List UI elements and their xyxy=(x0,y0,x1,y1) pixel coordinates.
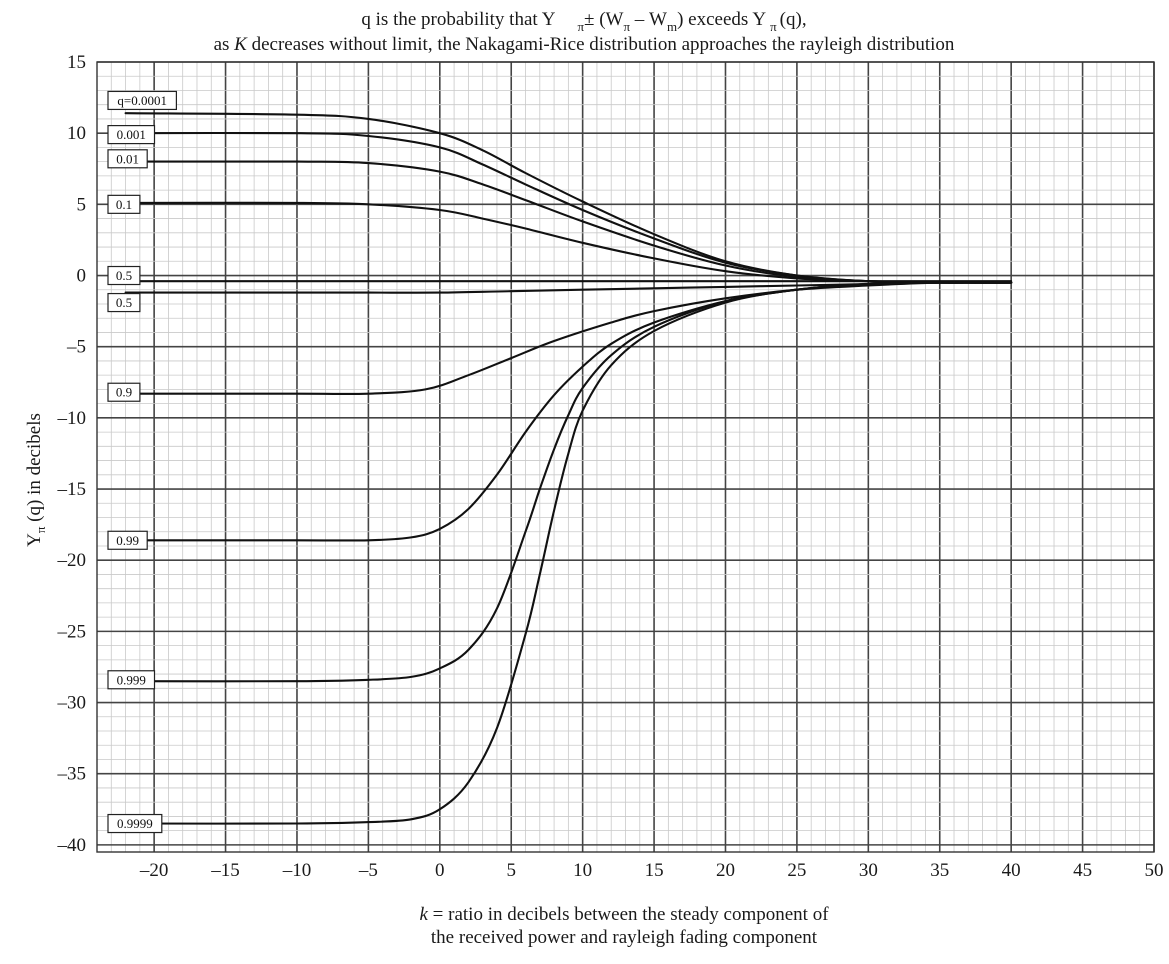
x-tick-label: 30 xyxy=(859,860,878,881)
curve-label: q=0.0001 xyxy=(117,93,167,108)
title-prefix: q is the probability that Y xyxy=(361,9,555,30)
curve-label-box xyxy=(107,124,156,145)
title-sub-2: π xyxy=(623,19,630,34)
x-tick-label: 50 xyxy=(1145,860,1164,881)
x-tick-label: –10 xyxy=(282,860,312,881)
title-sub-4: π xyxy=(770,19,777,34)
xlabel-line-1: k = ratio in decibels between the steady… xyxy=(419,904,829,925)
x-tick-label: 5 xyxy=(506,860,516,881)
plot-frame xyxy=(96,61,1155,853)
curves xyxy=(124,112,1013,825)
x-tick-label: 45 xyxy=(1073,860,1092,881)
y-tick-label: 15 xyxy=(67,52,86,73)
curve-label: 0.01 xyxy=(116,151,139,166)
curve-label-box xyxy=(107,149,148,169)
curve-label: 0.999 xyxy=(117,672,146,687)
curve-label-box xyxy=(107,292,141,313)
x-tick-label: 40 xyxy=(1002,860,1021,881)
x-tick-label: 15 xyxy=(645,860,664,881)
x-tick-label: 10 xyxy=(573,860,592,881)
title-end: (q), xyxy=(780,9,807,30)
title-middle: ± (W xyxy=(584,9,624,30)
curve-label-box xyxy=(107,194,141,214)
x-tick-label: –15 xyxy=(210,860,240,881)
curve-label: 0.5 xyxy=(116,295,132,310)
y-tick-label: –15 xyxy=(57,479,87,500)
curve-label: 0.001 xyxy=(117,127,146,142)
y-tick-label: –30 xyxy=(57,693,87,714)
ylabel-sub: π xyxy=(33,526,48,533)
title-line-2: as K decreases without limit, the Nakaga… xyxy=(214,34,955,55)
x-tick-label: –5 xyxy=(358,860,378,881)
curve-labels: q=0.0001 0.001 0.01 0.1 0.5 0.5 0.9 0.99 0.999 0.… xyxy=(107,90,178,834)
x-tick-label: 0 xyxy=(435,860,445,881)
y-tick-label: –5 xyxy=(66,337,86,358)
title-minus: – W xyxy=(630,9,667,30)
curve-label: 0.1 xyxy=(116,197,132,212)
series-line xyxy=(124,281,1013,396)
y-tick-label: 5 xyxy=(77,194,87,215)
curve-label-box xyxy=(107,670,156,690)
title-line2-k: K xyxy=(233,34,248,55)
curve-label-box xyxy=(107,382,141,402)
curve-label-box xyxy=(107,265,141,286)
curve-label: 0.9 xyxy=(116,385,132,400)
series-line xyxy=(124,281,1013,825)
y-tick-label: –40 xyxy=(57,835,87,856)
title-exceeds: ) exceeds Y xyxy=(677,9,766,30)
curve-label: 0.9999 xyxy=(117,816,153,831)
title-sub-1: π xyxy=(577,19,584,34)
y-tick-label: 0 xyxy=(77,266,87,287)
curve-label: 0.99 xyxy=(116,533,139,548)
xlabel-line1-text: = ratio in decibels between the steady c… xyxy=(428,904,829,925)
title-sub-3: m xyxy=(667,19,677,34)
x-axis-label: k = ratio in decibels between the steady… xyxy=(419,904,829,948)
curve-label: 0.5 xyxy=(116,268,132,283)
x-tick-label: –20 xyxy=(139,860,169,881)
curve-label-box xyxy=(107,530,148,550)
y-tick-label: 10 xyxy=(67,123,86,144)
x-tick-label: 20 xyxy=(716,860,735,881)
y-axis-label: Yπ (q) in decibels xyxy=(24,413,48,547)
curve-label-box xyxy=(107,813,163,834)
y-tick-labels: 15 10 5 0 –5 –10 –15 –20 –25 –30 –35 –40 xyxy=(57,52,87,856)
y-tick-label: –35 xyxy=(57,764,87,785)
x-tick-labels: –20 –15 –10 –5 0 5 10 15 20 25 30 35 40 45 50 xyxy=(139,860,1164,881)
ylabel-rest: (q) in decibels xyxy=(24,413,45,526)
y-tick-label: –25 xyxy=(57,621,87,642)
ylabel-main: Y xyxy=(24,533,45,547)
xlabel-line-2: the received power and rayleigh fading c… xyxy=(431,927,818,948)
y-tick-label: –10 xyxy=(57,408,87,429)
x-tick-label: 25 xyxy=(787,860,806,881)
xlabel-k: k xyxy=(419,904,428,925)
x-tick-label: 35 xyxy=(930,860,949,881)
title-line2-rest: decreases without limit, the Nakagami-Ri… xyxy=(247,34,955,55)
grid xyxy=(96,61,1155,852)
y-tick-label: –20 xyxy=(57,550,87,571)
curve-label-box xyxy=(107,90,178,111)
title-line2-prefix: as xyxy=(214,34,235,55)
